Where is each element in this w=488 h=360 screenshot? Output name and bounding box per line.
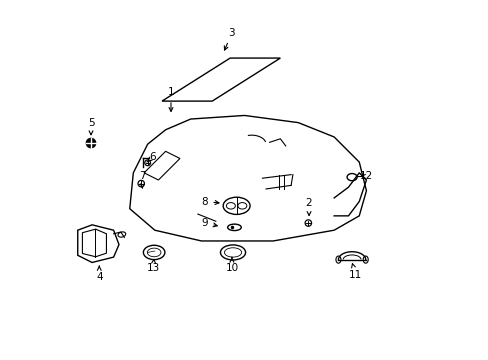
Text: 9: 9 — [202, 218, 217, 228]
Text: 3: 3 — [224, 28, 235, 50]
Text: 7: 7 — [139, 171, 145, 188]
Text: 1: 1 — [167, 87, 174, 112]
Text: 6: 6 — [147, 152, 156, 162]
Text: 13: 13 — [146, 259, 160, 273]
Text: 11: 11 — [348, 264, 362, 280]
Text: 4: 4 — [96, 266, 102, 282]
Text: 12: 12 — [359, 171, 372, 181]
Text: 10: 10 — [225, 257, 238, 273]
Text: 8: 8 — [202, 197, 219, 207]
Text: 2: 2 — [305, 198, 312, 215]
Text: 5: 5 — [87, 118, 94, 135]
Circle shape — [86, 138, 96, 148]
